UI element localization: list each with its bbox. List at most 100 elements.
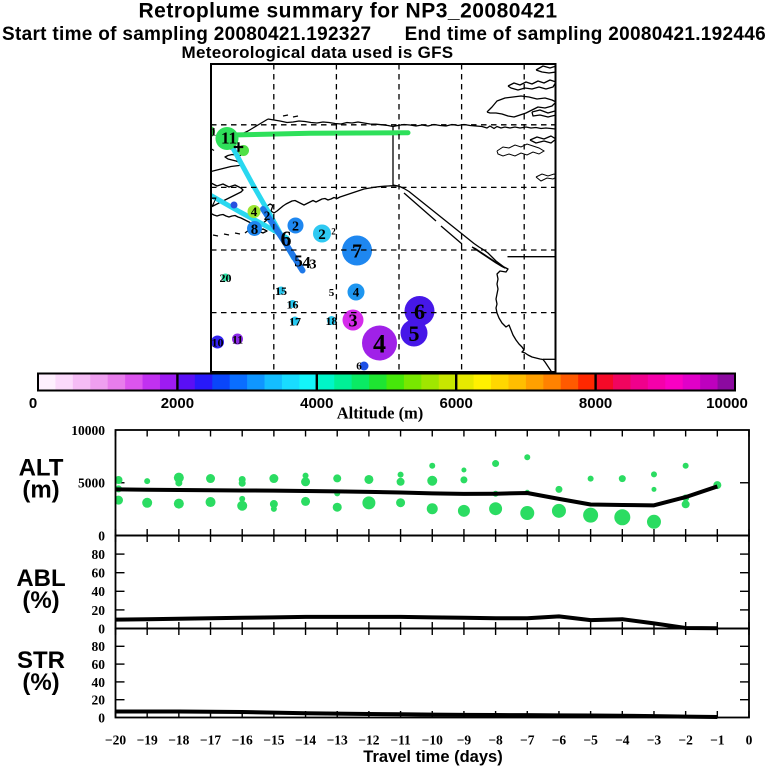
map-day-label: 1 (211, 124, 217, 138)
plume-cluster-dot (429, 462, 436, 469)
plume-cluster-dot (239, 495, 246, 502)
plume-cluster-dot (173, 472, 184, 483)
plume-cluster-dot (301, 477, 311, 487)
colorbar-segment (38, 373, 56, 391)
colorbar-tick-label: 0 (29, 395, 37, 412)
colorbar-segment (125, 373, 144, 391)
titles: Retroplume summary for NP3_20080421 Star… (2, 0, 766, 62)
abl-axis-title: ABL (16, 565, 65, 592)
x-tick-label: 0 (746, 732, 753, 747)
plume-cluster-dot (364, 474, 374, 484)
x-tick-label: −16 (232, 732, 253, 747)
plume-cluster-dot (396, 477, 405, 486)
x-tick-label: −6 (552, 732, 567, 747)
map-cluster-day-label: 20 (220, 271, 232, 285)
colorbar-segment (682, 373, 701, 391)
plume-cluster-dot (115, 495, 123, 505)
colorbar-segment (369, 373, 387, 391)
start-time-label: Start time of sampling 20080421.192327 (2, 24, 371, 45)
colorbar-segment (247, 373, 266, 391)
plume-cluster-dot (238, 479, 246, 487)
alt-axis-title: ALT (19, 455, 64, 482)
island-coastline (486, 95, 556, 118)
x-tick-label: −10 (422, 732, 443, 747)
figure-title: Retroplume summary for NP3_20080421 (138, 0, 557, 23)
map-cluster-circle (362, 325, 397, 361)
colorbar-segment (351, 373, 370, 391)
map-day-label: 2 (264, 208, 271, 223)
map-cluster-circle (404, 296, 435, 326)
map-cluster-circle (277, 286, 285, 295)
map-cluster-day-label: 10 (212, 335, 224, 349)
map-cluster-circle (342, 309, 364, 331)
alt-panel: 0 5000 10000 ALT(m) (19, 423, 750, 543)
plume-cluster-dot (269, 474, 279, 484)
map-cluster-circle (290, 316, 300, 326)
map-cluster-day-label: 15 (275, 284, 287, 298)
colorbar-segment (334, 373, 353, 391)
map-cluster-day-label: 11 (232, 332, 243, 346)
colorbar-segment (613, 373, 631, 391)
y-tick-label: 20 (92, 603, 106, 618)
coastline (258, 185, 553, 372)
map-cluster-circle (232, 333, 243, 345)
plume-cluster-dot (301, 496, 311, 506)
map-cluster-circle (400, 319, 428, 347)
plume-cluster-dot (269, 500, 278, 509)
colorbar-tick-label: 10000 (706, 395, 748, 412)
colorbar-segment (90, 373, 109, 391)
plume-cluster-dot (650, 471, 657, 478)
map-cluster-circle (221, 273, 230, 282)
colorbar-segment (316, 373, 335, 391)
island-coastline (535, 65, 556, 74)
plume-cluster-dot (237, 500, 248, 511)
plume-cluster-dot (461, 467, 467, 473)
colorbar-segment (665, 373, 684, 391)
colorbar-segment (717, 373, 736, 391)
plume-cluster-dot (651, 486, 657, 492)
x-tick-label: −20 (105, 732, 126, 747)
colorbar-segment (386, 373, 405, 391)
abl-frame (114, 534, 750, 630)
plume-cluster-dot (173, 498, 184, 509)
map-day-label: 11 (221, 129, 237, 148)
x-tick-label: −3 (647, 732, 662, 747)
map-cluster-day-label: 6 (414, 299, 425, 324)
island-coastline (234, 232, 241, 235)
colorbar-segment (72, 373, 91, 391)
map-cluster-day-label: 4 (373, 329, 386, 358)
y-tick-label: 0 (98, 528, 105, 543)
map-cluster-circle (342, 235, 372, 266)
x-tick-label: −12 (358, 732, 379, 747)
colorbar-segment (264, 373, 283, 391)
x-tick-label: −19 (137, 732, 158, 747)
map-cluster-day-label: 8 (251, 222, 259, 238)
y-tick-label: 10000 (71, 423, 105, 438)
plume-cluster-dot (646, 514, 661, 529)
colorbar-segment (491, 373, 509, 391)
abl-mean-line (115, 614, 718, 631)
plume-cluster-dot (206, 474, 216, 484)
y-tick-label: 40 (92, 675, 106, 690)
map-day-label: 7 (210, 194, 217, 209)
colorbar-segment (177, 373, 196, 391)
x-axis-title: Travel time (days) (363, 748, 502, 766)
y-tick-label: 0 (98, 710, 105, 725)
map-cluster-circle (211, 335, 224, 349)
plume-cluster-dot (426, 503, 438, 515)
y-tick-label: 20 (92, 693, 106, 708)
map-cluster-day-label: 4 (353, 285, 360, 300)
str-axis-title: STR (17, 647, 65, 674)
met-data-label: Meteorological data used is GFS (182, 43, 454, 62)
map-day-label: 6 (356, 360, 362, 372)
x-tick-label: −13 (327, 732, 348, 747)
plume-cluster-dot (397, 471, 404, 478)
plume-cluster-dot (270, 505, 277, 512)
str-mean-line (115, 709, 718, 720)
x-axis-labels: −20 −19 −18 −17 −16 −15 −14 −13 −12 −11 −10 −9 −8 −7−… (105, 732, 753, 766)
map-cluster-circle (359, 361, 369, 371)
island-coastline (507, 79, 556, 91)
map-day-label: 5 (329, 287, 335, 299)
map-cluster-day-label: 2 (292, 220, 299, 235)
